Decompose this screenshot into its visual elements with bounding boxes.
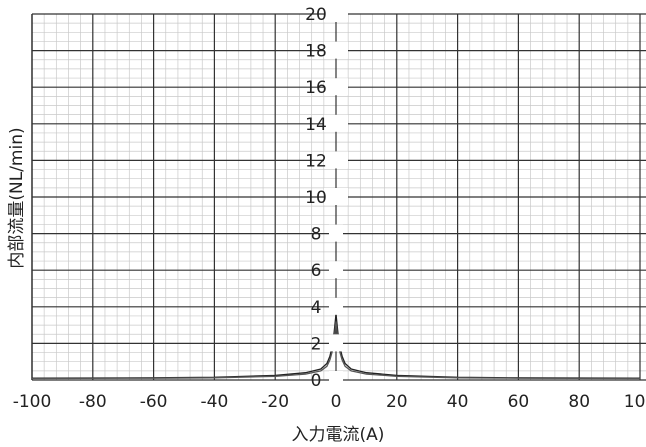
y-axis-label: 内部流量(NL/min) xyxy=(7,127,27,268)
y-tick-label-bg xyxy=(324,114,348,132)
x-tick-label: 20 xyxy=(386,392,408,412)
y-tick-label-bg xyxy=(324,5,348,22)
y-tick-label-bg xyxy=(324,188,348,205)
y-tick-label: 18 xyxy=(305,42,327,62)
y-tick-label-bg xyxy=(329,297,343,315)
x-tick-label: 80 xyxy=(568,392,590,412)
x-tick-label: -80 xyxy=(79,392,107,412)
x-tick-label: -40 xyxy=(201,392,229,412)
y-tick-label: 8 xyxy=(311,225,322,245)
y-tick-label-bg xyxy=(324,151,348,169)
y-tick-label-bg xyxy=(329,261,343,279)
x-tick-label: -100 xyxy=(13,392,52,412)
y-tick-label-bg xyxy=(329,334,343,352)
y-tick-label: 16 xyxy=(305,78,327,98)
y-tick-label: 10 xyxy=(305,188,327,208)
series-line-2 xyxy=(31,321,641,380)
x-tick-label: 0 xyxy=(331,392,342,412)
x-axis-label: 入力電流(A) xyxy=(292,425,385,445)
y-tick-labels: 0 2 4 6 8 10 12 14 16 18 20 xyxy=(305,5,348,391)
y-tick-label: 14 xyxy=(305,115,327,135)
x-tick-labels: -100 -80 -60 -40 -20 0 20 40 60 80 100 xyxy=(13,392,646,412)
x-tick-label: -20 xyxy=(261,392,289,412)
y-tick-label: 0 xyxy=(311,371,322,391)
y-tick-label-bg xyxy=(324,41,348,59)
y-tick-label: 20 xyxy=(305,5,327,25)
y-tick-label-bg xyxy=(329,224,343,242)
y-tick-label: 6 xyxy=(311,261,322,281)
y-tick-label: 12 xyxy=(305,151,327,171)
x-tick-label: 100 xyxy=(624,392,646,412)
y-tick-label-bg xyxy=(329,371,343,388)
y-tick-label: 4 xyxy=(311,298,322,318)
x-tick-label: -60 xyxy=(140,392,168,412)
x-tick-label: 40 xyxy=(447,392,469,412)
y-tick-label: 2 xyxy=(311,334,322,354)
x-tick-label: 60 xyxy=(508,392,530,412)
y-tick-label-bg xyxy=(324,78,348,96)
